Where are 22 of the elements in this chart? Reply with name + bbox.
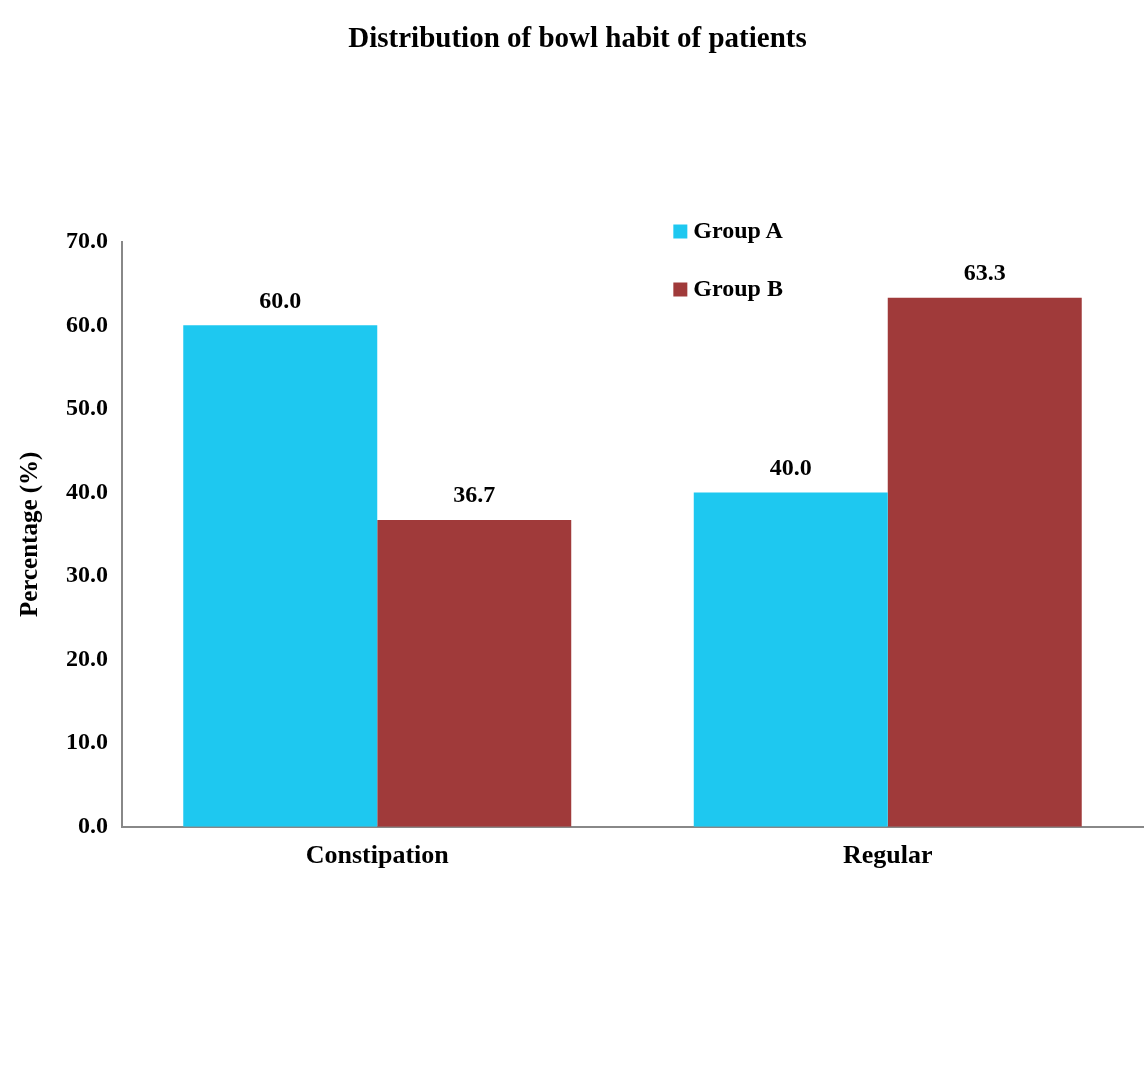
y-tick-label: 40.0 (66, 477, 108, 504)
chart-title: Distribution of bowl habit of patients (348, 20, 807, 53)
data-label: 63.3 (963, 259, 1006, 285)
data-label: 40.0 (769, 453, 812, 480)
legend-label: Group B (693, 274, 783, 301)
y-tick-label: 70.0 (66, 227, 108, 253)
data-label: 60.0 (259, 286, 302, 313)
legend-label: Group A (693, 216, 784, 243)
y-tick-label: 30.0 (66, 561, 108, 588)
y-tick-label: 20.0 (66, 644, 108, 671)
bar (183, 325, 378, 827)
bar (693, 492, 888, 827)
y-tick-label: 0.0 (78, 812, 108, 838)
y-tick-label: 10.0 (66, 728, 108, 755)
y-tick-label: 50.0 (66, 394, 108, 421)
x-tick-label: Regular (842, 840, 933, 870)
bar (377, 520, 572, 827)
y-axis-title: Percentage (%) (15, 451, 44, 618)
data-label: 36.7 (453, 481, 496, 508)
x-tick-label: Constipation (305, 840, 450, 870)
y-tick-label: 60.0 (66, 310, 108, 337)
bar (887, 297, 1082, 827)
